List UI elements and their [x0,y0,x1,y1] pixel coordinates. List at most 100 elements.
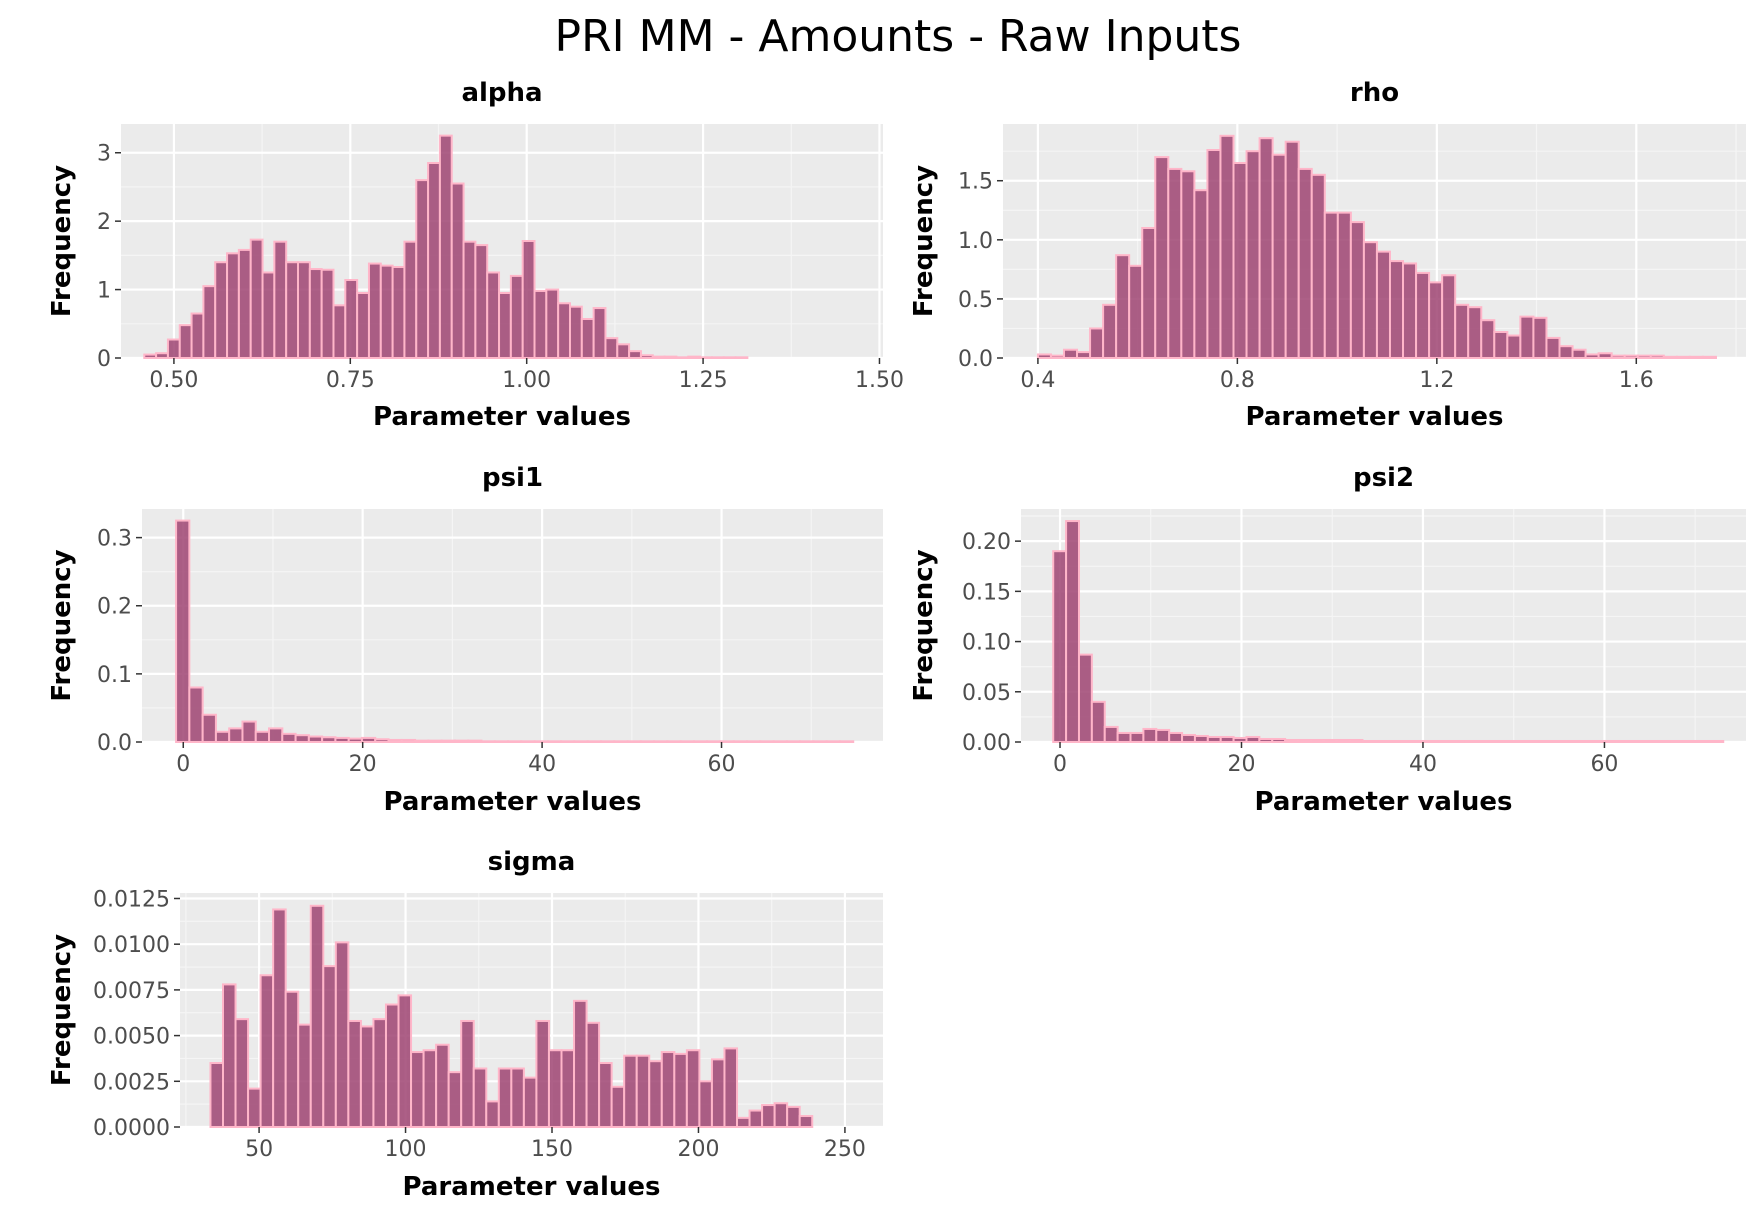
histogram-bar [307,735,324,743]
histogram-bar [759,740,775,744]
histogram-bar [1362,241,1378,360]
histogram-bar [825,740,841,744]
histogram-bar [585,1021,601,1128]
histogram-bar [1597,352,1613,360]
histogram-bar [639,354,654,359]
histogram-bar [1606,739,1622,743]
histogram-bar [1528,739,1544,743]
x-axis-title: Parameter values [384,787,642,817]
histogram-bar [284,990,300,1128]
histogram-bar [560,740,576,744]
histogram-bar [1623,354,1639,359]
histogram-bar [699,356,713,360]
histogram-bar [460,1019,475,1128]
histogram-bar [1567,739,1583,743]
histogram-bar [359,1025,375,1128]
y-tick-label: 3 [97,142,111,167]
y-axis-title: Frequency [909,165,939,317]
histogram-bar [1402,262,1418,360]
histogram-bar [372,1018,387,1128]
histogram-bar [746,740,762,744]
histogram-bar [1129,731,1145,743]
histogram-bar [639,740,656,744]
histogram-bar [1116,731,1132,743]
y-tick-label: 0.0075 [93,979,170,1004]
histogram-bar [297,261,311,360]
x-tick-label: 0.75 [326,368,375,393]
histogram-bar [1065,520,1080,743]
histogram-bar [1375,250,1391,360]
histogram-bar [651,355,666,360]
x-tick-label: 0.50 [149,368,198,393]
histogram-bar [507,740,523,744]
histogram-bar [1258,737,1274,743]
histogram-bar [1554,739,1570,743]
histogram-bar [367,262,382,359]
x-tick-label: 60 [1590,752,1618,777]
histogram-bar [1335,738,1351,744]
histogram-bar [1644,739,1660,743]
histogram-bar [440,739,456,744]
histogram-bar [698,1080,713,1128]
figure-title: PRI MM - Amounts - Raw Inputs [555,11,1242,62]
histogram-bar [1076,351,1092,360]
histogram-bar [1052,550,1068,743]
histogram-bar [1701,355,1717,359]
histogram-bar [285,261,300,360]
histogram-bar [228,727,244,743]
histogram-bar [635,1054,651,1128]
histogram-bar [626,740,642,744]
histogram-bar [723,1047,739,1128]
x-tick-label: 100 [385,1137,427,1162]
y-tick-label: 0.0000 [93,1116,170,1141]
histogram-bar [679,740,695,744]
y-tick-label: 0.0025 [93,1070,170,1095]
histogram-bar [1128,264,1144,359]
histogram-bar [1516,739,1531,743]
histogram-bar [1374,739,1390,743]
histogram-bar [1090,700,1106,743]
histogram-bar [648,1060,663,1128]
histogram-bar [838,740,855,744]
y-tick-label: 0.0 [97,731,132,756]
histogram-bar [1670,739,1686,743]
histogram-bar [281,732,297,744]
histogram-bar [268,727,284,743]
histogram-bar [1232,162,1248,359]
histogram-bar [673,1052,688,1128]
panel-background [1021,509,1746,742]
y-tick-label: 0.10 [962,631,1011,656]
histogram-bar [1506,334,1522,359]
histogram-bar [1258,137,1274,359]
histogram-bar [480,740,496,744]
histogram-bar [462,240,477,359]
histogram-bar [1675,355,1691,359]
histogram-bar [1388,260,1405,359]
histogram-bar [201,713,217,743]
histogram-bar [761,1104,776,1128]
x-tick-label: 20 [349,752,377,777]
histogram-bar [522,1076,538,1128]
histogram-bar [1349,221,1365,359]
y-tick-label: 0.0050 [93,1025,170,1050]
histogram-bar [214,730,231,743]
histogram-bar [397,994,413,1128]
histogram-bar [1493,331,1509,359]
histogram-bar [798,1115,814,1128]
histogram-bar [1580,739,1596,743]
histogram-bar [166,338,181,359]
panel-sigma: 50 100 150 200 250 0.0000 0.0025 0.0050 0.0075 0.… [47,847,883,1202]
y-tick-label: 0 [97,347,111,372]
x-tick-label: 1.00 [502,368,551,393]
histogram-bar [1322,738,1338,744]
histogram-bar [773,1102,789,1128]
x-axis-title: Parameter values [1255,787,1513,817]
histogram-bar [1632,739,1647,743]
histogram-bar [438,134,453,359]
histogram-bar [1193,189,1209,359]
histogram-bar [1657,739,1673,743]
x-tick-label: 0 [176,752,190,777]
histogram-bar [1271,737,1287,743]
histogram-bar [616,343,631,360]
